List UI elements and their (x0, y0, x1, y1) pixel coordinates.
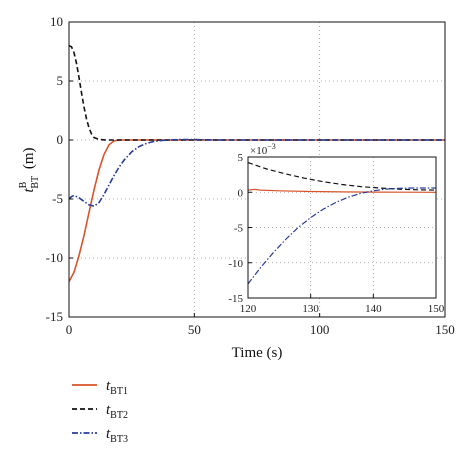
main-series-t-bt2 (68, 44, 445, 141)
legend-label-bt3: tBT3 (106, 426, 128, 445)
inset-series-t-bt3 (247, 187, 436, 285)
main-series (68, 44, 445, 282)
legend-label-bt1: tBT1 (106, 378, 128, 397)
inset-x-tick-label: 120 (240, 303, 257, 315)
x-axis-label: Time (s) (232, 345, 283, 361)
main-x-tick-label: 150 (435, 322, 455, 337)
main-y-tick-label: 5 (57, 73, 64, 88)
inset-y-tick-label: -15 (228, 293, 243, 305)
legend-label-bt2: tBT2 (106, 402, 128, 421)
inset-ticks: 120 130 140 150 5 0 -5 -10 -15 (228, 152, 444, 315)
inset-x-tick-label: 150 (428, 303, 445, 315)
y-axis-label: tBBT (m) (18, 147, 41, 192)
main-y-tick-label: 10 (50, 14, 63, 29)
inset-y-tick-label: -10 (228, 258, 243, 270)
inset-scale-text: ×10−3 (250, 142, 276, 157)
main-x-tick-label: 50 (188, 322, 201, 337)
inset-scale-label: ×10−3 (250, 142, 276, 157)
main-y-tick-label: -15 (46, 309, 63, 324)
inset-y-tick-label: 5 (238, 152, 244, 164)
main-y-tick-label: 0 (57, 132, 64, 147)
inset-series (247, 162, 437, 285)
inset-series-t-bt1 (247, 188, 437, 193)
main-series-t-bt3 (68, 138, 445, 207)
legend: tBT1 tBT2 tBT3 (72, 378, 128, 445)
inset-x-tick-label: 130 (302, 303, 319, 315)
inset-x-tick-label: 140 (365, 303, 382, 315)
inset-y-tick-label: 0 (238, 187, 244, 199)
main-y-tick-label: -5 (52, 191, 63, 206)
inset-series-t-bt2 (247, 162, 437, 191)
main-x-tick-label: 0 (66, 322, 73, 337)
main-x-tick-label: 100 (310, 322, 330, 337)
inset-y-tick-label: -5 (234, 223, 244, 235)
main-plot-frame (68, 21, 446, 318)
y-axis-label-text: tBBT (m) (18, 147, 41, 192)
inset-chart: 120 130 140 150 5 0 -5 -10 -15 ×10−3 (228, 142, 444, 315)
main-y-tick-label: -10 (46, 250, 63, 265)
